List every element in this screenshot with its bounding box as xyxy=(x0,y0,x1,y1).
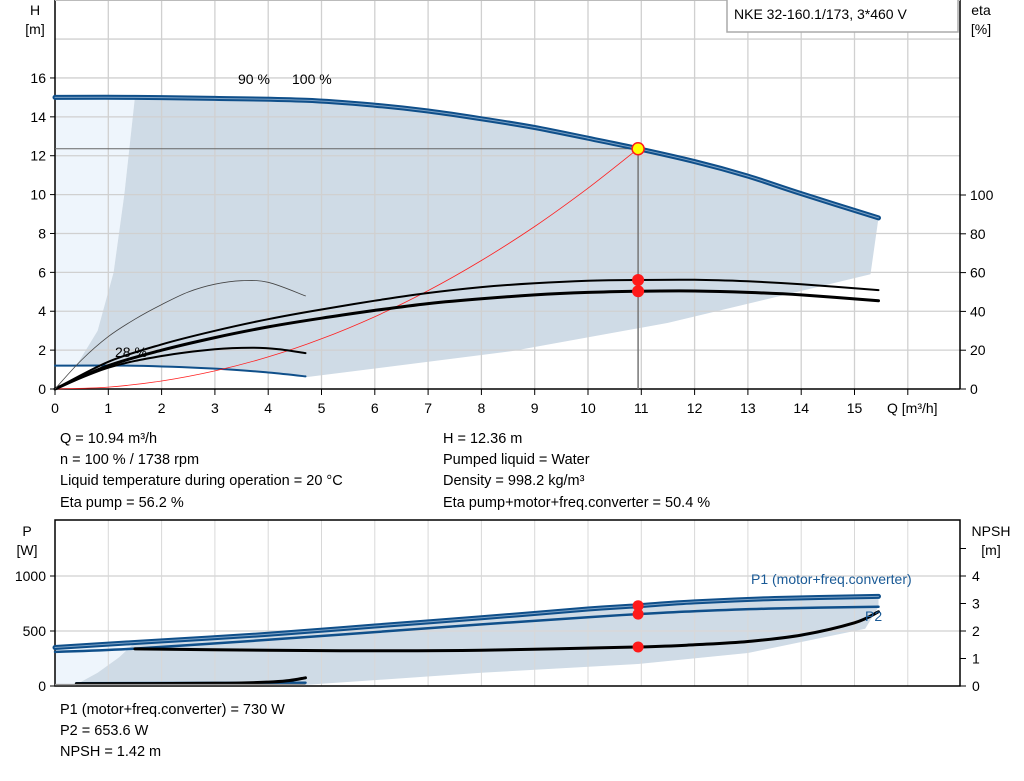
x-tick-label: 5 xyxy=(318,400,326,416)
y-axis-label-left: P xyxy=(22,523,31,539)
x-tick-label: 8 xyxy=(478,400,486,416)
y-axis-unit-right: [m] xyxy=(981,542,1000,558)
y-tick-label-right: 80 xyxy=(970,226,986,242)
legend-box xyxy=(726,0,959,33)
eta-total-marker xyxy=(632,285,645,298)
npsh-curve-min-speed xyxy=(74,676,307,686)
x-tick-label: 13 xyxy=(740,400,756,416)
y-tick-label-left: 1000 xyxy=(15,568,46,584)
operating-point-marker xyxy=(631,141,645,156)
x-tick-label: 14 xyxy=(793,400,809,416)
npsh-marker xyxy=(632,641,644,653)
y-tick-label-left: 0 xyxy=(38,381,46,397)
p1-series-label: P1 (motor+freq.converter) xyxy=(751,571,912,587)
operating-region-light xyxy=(55,97,135,366)
y-axis-unit-left: [W] xyxy=(17,542,38,558)
y-axis-label-right: NPSH xyxy=(972,523,1011,539)
power-region-light xyxy=(55,642,135,685)
y-axis-unit-right: [%] xyxy=(971,21,991,37)
y-tick-label-right: 40 xyxy=(970,303,986,319)
y-tick-label-left: 16 xyxy=(30,70,46,86)
eta-total-curve xyxy=(53,289,880,391)
system-curve xyxy=(54,148,639,390)
x-tick-label: 3 xyxy=(211,400,219,416)
y-axis-label-left: H xyxy=(30,2,40,18)
p2-curve xyxy=(53,605,880,654)
y-tick-label-left: 4 xyxy=(38,303,46,319)
info-npsh: NPSH = 1.42 m xyxy=(60,744,162,760)
x-tick-label: 15 xyxy=(847,400,863,416)
info-density: Density = 998.2 kg/m³ xyxy=(443,473,585,489)
y-axis-unit-left: [m] xyxy=(25,21,44,37)
operating-region xyxy=(76,97,879,378)
y-tick-label-left: 14 xyxy=(30,109,46,125)
eta-pump-marker xyxy=(632,273,645,286)
p2-series-label: P2 xyxy=(865,608,882,624)
y-tick-label-left: 12 xyxy=(30,148,46,164)
x-tick-label: 0 xyxy=(51,400,59,416)
npsh-curve xyxy=(133,610,880,653)
y-tick-label-right: 60 xyxy=(970,265,986,281)
info-eta-total: Eta pump+motor+freq.converter = 50.4 % xyxy=(443,495,711,511)
y-tick-label-left: 500 xyxy=(23,623,47,639)
x-axis-label: Q [m³/h] xyxy=(887,400,938,416)
head-curve-100 xyxy=(54,96,879,219)
y-tick-label-left: 6 xyxy=(38,264,46,280)
y-tick-label-right: 3 xyxy=(972,596,980,612)
info-p1: P1 (motor+freq.converter) = 730 W xyxy=(60,702,285,718)
x-tick-label: 9 xyxy=(531,400,539,416)
y-tick-label-left: 8 xyxy=(38,225,46,241)
legend-text: NKE 32-160.1/173, 3*460 V xyxy=(734,6,907,22)
y-tick-label-right: 100 xyxy=(970,187,994,203)
y-tick-label-right: 0 xyxy=(972,678,980,694)
x-tick-label: 11 xyxy=(634,400,649,416)
info-speed: n = 100 % / 1738 rpm xyxy=(60,452,200,468)
p2-marker xyxy=(632,608,644,620)
y-tick-label-right: 20 xyxy=(970,342,986,358)
info-q: Q = 10.94 m³/h xyxy=(60,431,158,447)
curve-label-28: 28 % xyxy=(115,344,147,360)
x-tick-label: 6 xyxy=(371,400,379,416)
info-temperature: Liquid temperature during operation = 20… xyxy=(60,473,343,489)
x-tick-label: 12 xyxy=(687,400,703,416)
power-region xyxy=(76,596,879,685)
y-tick-label-right: 4 xyxy=(972,568,980,584)
y-tick-label-right: 0 xyxy=(970,381,978,397)
y-tick-label-left: 2 xyxy=(38,342,46,358)
x-tick-label: 4 xyxy=(264,400,272,416)
info-liquid: Pumped liquid = Water xyxy=(443,452,590,468)
x-tick-label: 7 xyxy=(424,400,432,416)
y-tick-label-right: 2 xyxy=(972,623,980,639)
p1-marker xyxy=(632,600,644,612)
info-p2: P2 = 653.6 W xyxy=(60,723,149,739)
eta-curve-min-speed xyxy=(54,346,307,390)
y-axis-label-right: eta xyxy=(971,2,991,18)
x-tick-label: 10 xyxy=(580,400,596,416)
y-tick-label-left: 0 xyxy=(38,678,46,694)
y-tick-label-right: 1 xyxy=(972,651,980,667)
eta-pump-curve xyxy=(54,278,880,390)
y-tick-label-left: 10 xyxy=(30,187,46,203)
info-eta-pump: Eta pump = 56.2 % xyxy=(60,495,184,511)
x-tick-label: 2 xyxy=(158,400,166,416)
auxiliary-curve xyxy=(54,280,306,390)
curve-label-100: 100 % xyxy=(292,71,332,87)
curve-label-90: 90 % xyxy=(238,71,270,87)
p1-curve xyxy=(54,595,879,648)
info-h: H = 12.36 m xyxy=(443,431,523,447)
x-tick-label: 1 xyxy=(104,400,112,416)
